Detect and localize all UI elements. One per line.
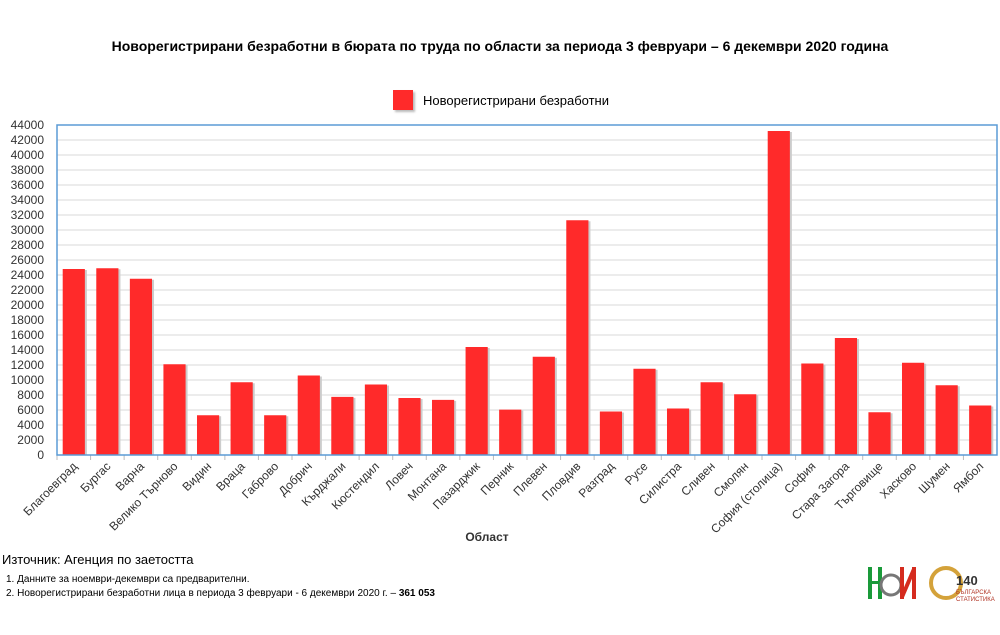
bar <box>532 356 555 455</box>
y-tick-label: 26000 <box>11 253 45 267</box>
bar <box>465 347 488 455</box>
note-1: 1. Данните за ноември-декември са предва… <box>6 574 250 585</box>
svg-text:140: 140 <box>956 573 978 588</box>
bar <box>666 408 690 455</box>
y-tick-label: 4000 <box>17 418 44 432</box>
bar <box>364 384 388 455</box>
bar <box>96 268 119 455</box>
plot-area-border <box>56 124 998 456</box>
bar <box>331 396 354 455</box>
y-tick-label: 30000 <box>11 223 45 237</box>
x-tick-label: Сливен <box>678 459 718 499</box>
y-tick-label: 22000 <box>11 283 45 297</box>
bar <box>834 338 858 455</box>
bar <box>163 364 186 455</box>
y-tick-label: 32000 <box>11 208 45 222</box>
y-tick-label: 20000 <box>11 298 45 312</box>
x-tick-label: Бургас <box>77 459 113 495</box>
bar <box>801 363 824 455</box>
bar <box>700 382 723 455</box>
bar <box>499 409 522 455</box>
y-tick-label: 36000 <box>11 178 45 192</box>
note-2-total: 361 053 <box>398 588 435 599</box>
y-tick-label: 6000 <box>17 403 44 417</box>
legend-swatch <box>393 90 413 110</box>
bar <box>734 394 757 455</box>
y-tick-label: 10000 <box>11 373 45 387</box>
y-tick-label: 38000 <box>11 163 45 177</box>
y-tick-label: 44000 <box>11 118 45 132</box>
y-tick-label: 14000 <box>11 343 45 357</box>
bar <box>767 131 790 455</box>
bar <box>230 382 253 455</box>
legend-label: Новорегистрирани безработни <box>423 92 609 108</box>
note-2: 2. Новорегистрирани безработни лица в пе… <box>6 588 435 599</box>
x-tick-label: Габрово <box>239 459 281 501</box>
y-tick-label: 24000 <box>11 268 45 282</box>
svg-text:БЪЛГАРСКА: БЪЛГАРСКА <box>956 590 991 596</box>
bar <box>633 368 656 455</box>
x-axis-title: Област <box>465 530 508 544</box>
y-tick-label: 16000 <box>11 328 45 342</box>
x-tick-label: Благоевград <box>21 459 80 518</box>
chart-title: Новорегистрирани безработни в бюрата по … <box>111 38 889 54</box>
y-tick-label: 18000 <box>11 313 45 327</box>
bar <box>599 411 623 455</box>
bar <box>264 415 287 455</box>
bar <box>868 412 891 455</box>
legend: Новорегистрирани безработни <box>393 90 609 110</box>
nsi-logo: 140 БЪЛГАРСКА СТАТИСТИКА <box>868 566 995 603</box>
bar <box>901 362 925 455</box>
x-tick-label: Разград <box>576 459 617 500</box>
bar <box>297 375 320 455</box>
bar <box>566 220 589 455</box>
source-text: Източник: Агенция по заетостта <box>2 552 194 567</box>
x-tick-label: Перник <box>478 459 517 498</box>
x-tick-label: Ямбол <box>950 459 986 495</box>
x-tick-label: Хасково <box>877 459 919 501</box>
x-tick-label: Русе <box>622 459 651 488</box>
svg-text:СТАТИСТИКА: СТАТИСТИКА <box>956 597 995 603</box>
y-tick-label: 12000 <box>11 358 45 372</box>
x-tick-label: Шумен <box>916 459 953 496</box>
bar <box>129 278 153 455</box>
x-tick-label: Видин <box>180 459 215 494</box>
bar <box>398 398 421 455</box>
bar <box>969 405 992 455</box>
y-tick-label: 34000 <box>11 193 45 207</box>
bar <box>431 399 455 455</box>
bar <box>196 415 220 455</box>
y-tick-label: 40000 <box>11 148 45 162</box>
y-tick-label: 8000 <box>17 388 44 402</box>
y-tick-label: 2000 <box>17 433 44 447</box>
bar <box>935 385 958 455</box>
y-tick-label: 42000 <box>11 133 45 147</box>
bar-chart: 0200040006000800010000120001400016000180… <box>11 118 998 544</box>
y-tick-label: 28000 <box>11 238 45 252</box>
y-tick-label: 0 <box>37 448 44 462</box>
bar <box>62 269 85 455</box>
note-2-text: 2. Новорегистрирани безработни лица в пе… <box>6 588 399 599</box>
